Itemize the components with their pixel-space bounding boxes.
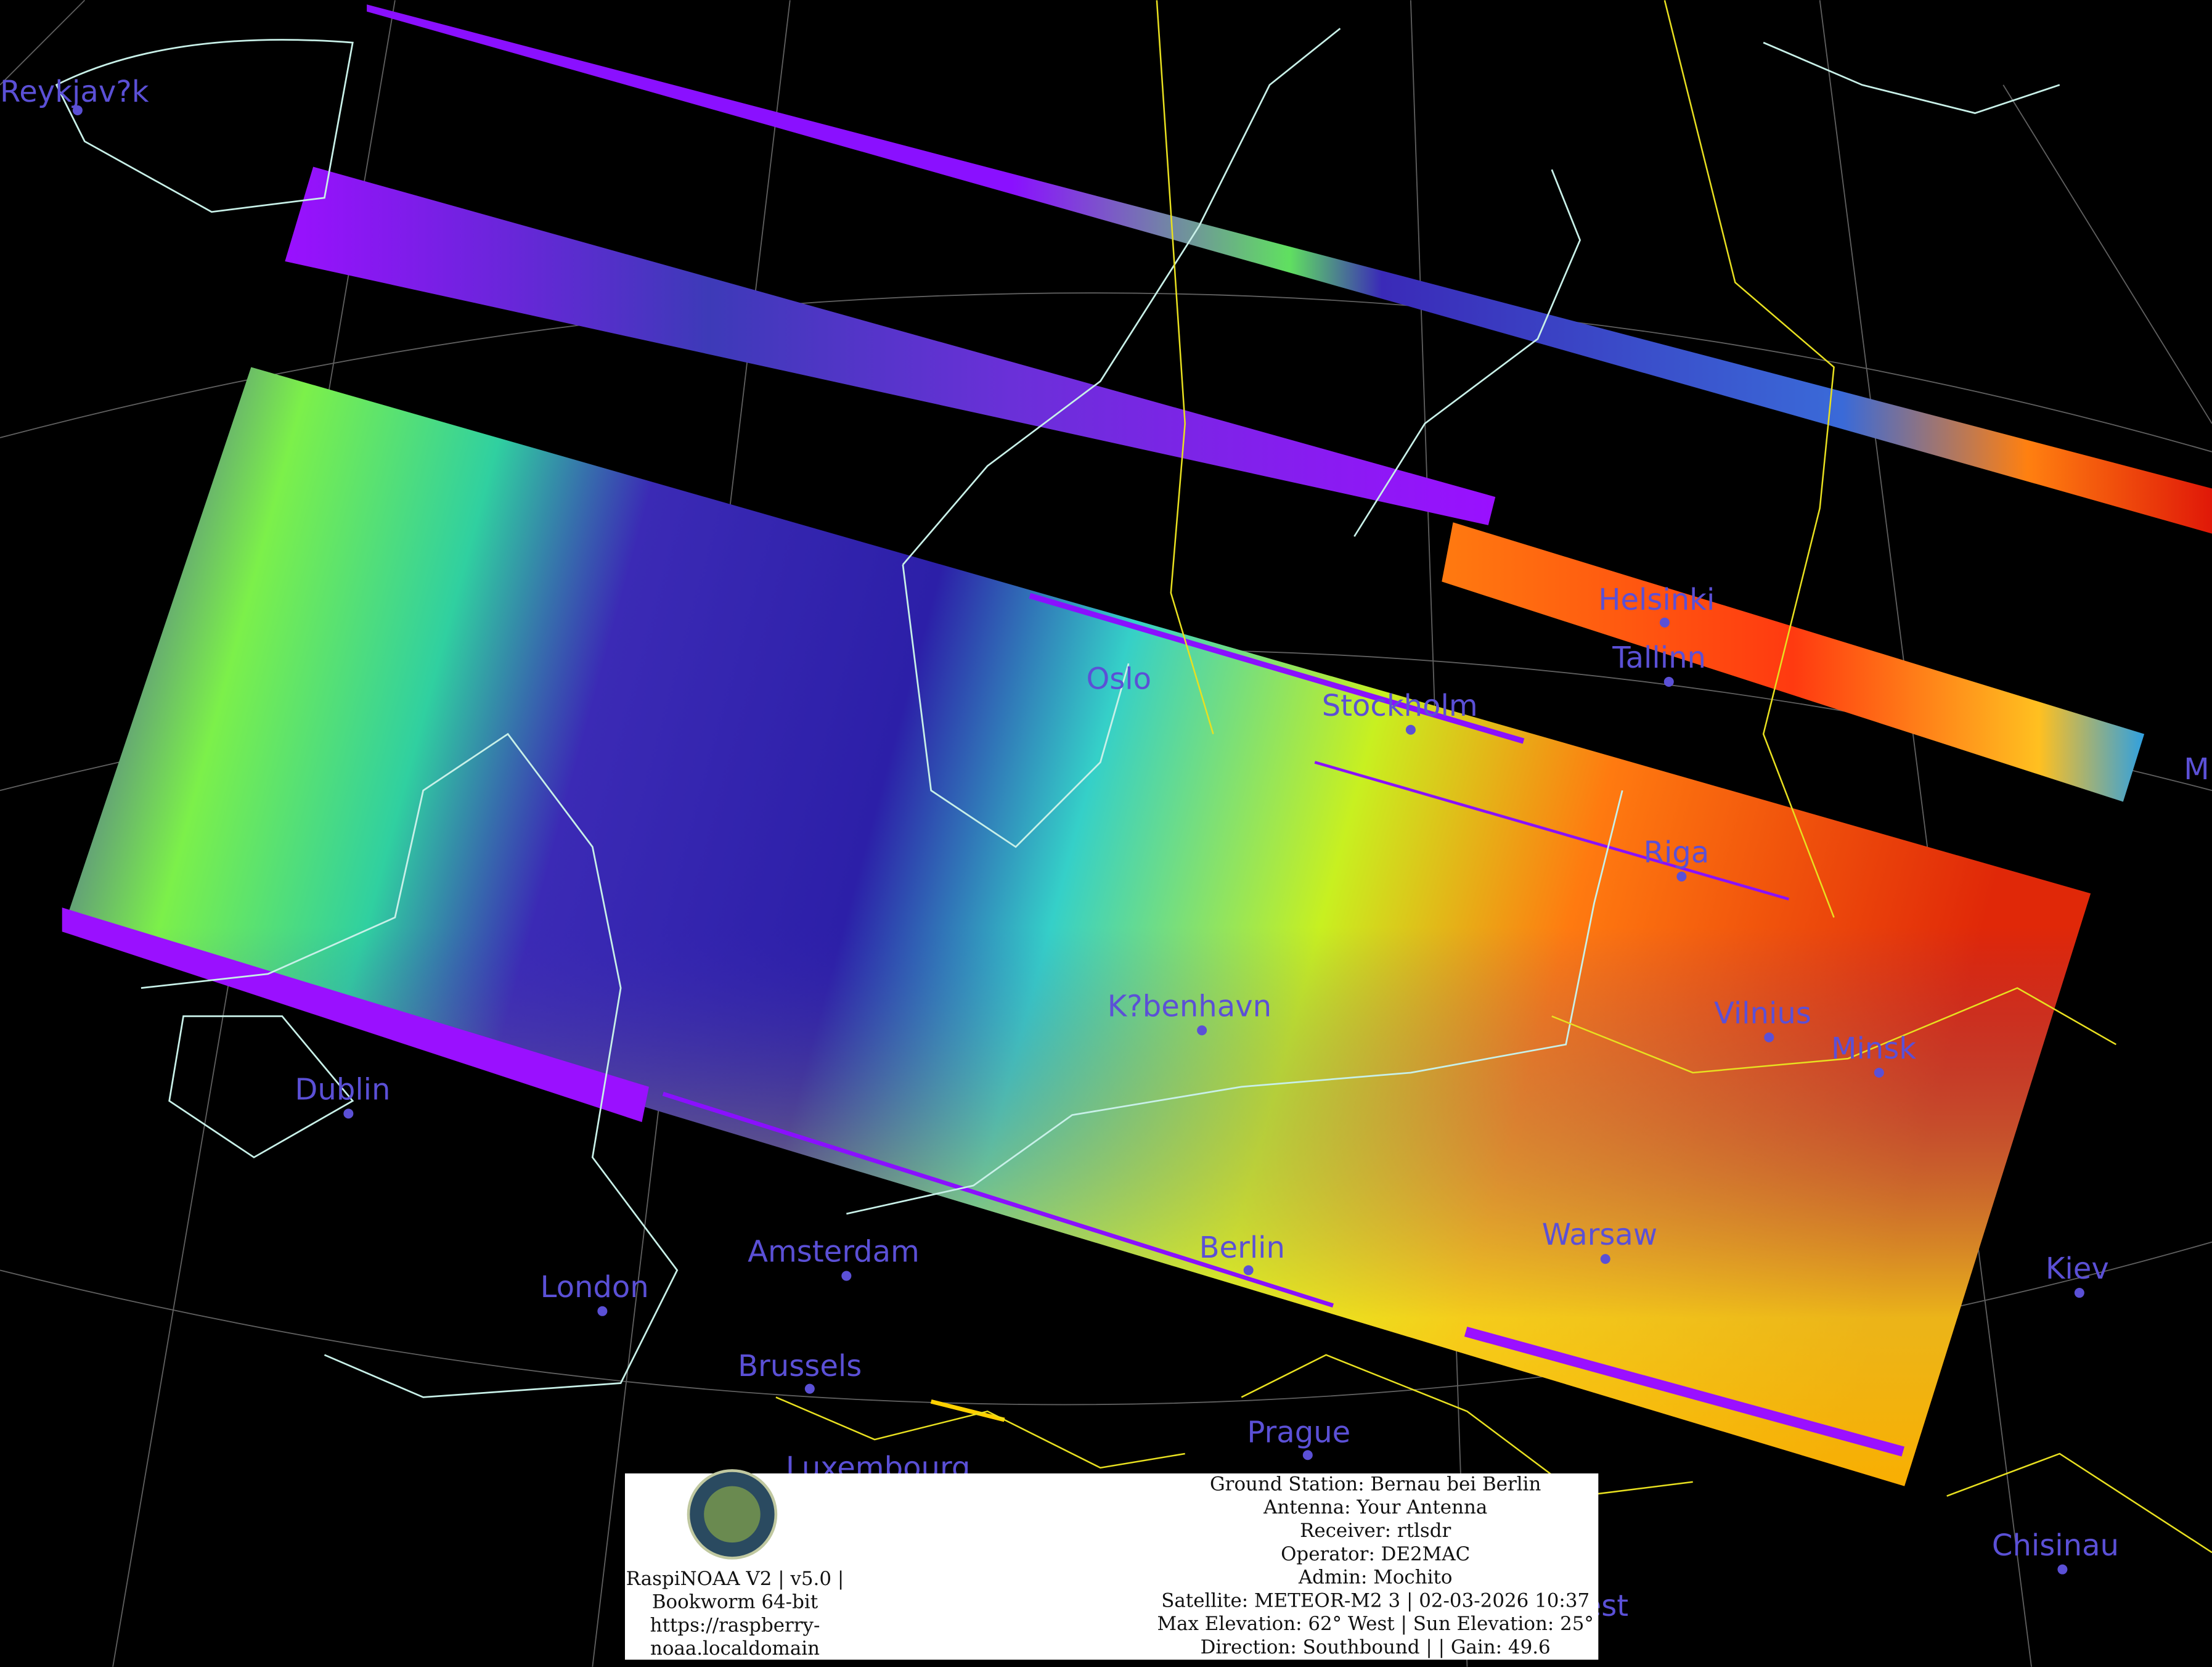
city-label: M [2184,752,2209,787]
city-label: Vilnius [1714,996,1811,1031]
city-dot [1663,676,1674,687]
swaths [62,4,2212,1486]
city-dot [72,105,83,115]
logo-globe [704,1486,761,1543]
city-dot [1874,1067,1884,1078]
city-dot [1197,1025,1207,1036]
city-label: Riga [1644,835,1710,870]
info-right-line: Receiver: rtlsdr [1300,1520,1451,1542]
city-dot [2074,1288,2084,1298]
city-dot [1600,1254,1610,1264]
city-label: Berlin [1199,1231,1285,1265]
city-label: London [541,1270,649,1305]
city-label: Dublin [295,1072,390,1107]
city-label: Warsaw [1542,1218,1657,1252]
city-label: Oslo [1086,661,1151,696]
city-label: Helsinki [1598,583,1715,617]
city-label: Minsk [1831,1031,1916,1066]
city-dot [1676,871,1687,882]
info-left-line: RaspiNOAA V2 | v5.0 | [626,1568,844,1590]
info-right-line: Operator: DE2MAC [1281,1543,1470,1565]
city-dot [1405,724,1416,735]
coastlines [55,28,2060,1398]
info-right-line: Satellite: METEOR-M2 3 | 02-03-2026 10:3… [1161,1589,1590,1612]
info-right-line: Ground Station: Bernau bei Berlin [1210,1473,1541,1495]
city-label: Brussels [738,1349,862,1383]
city-dot [597,1306,608,1316]
info-right-line: Direction: Southbound | | Gain: 49.6 [1201,1636,1551,1658]
city-label: Amsterdam [748,1235,920,1269]
city-dot [2057,1564,2068,1575]
city-label: Kiev [2046,1251,2109,1286]
info-right-line: Admin: Mochito [1298,1567,1453,1589]
city-label: Tallinn [1612,641,1706,675]
info-box: RaspiNOAA V2 | v5.0 |Bookworm 64-bithttp… [624,1469,1599,1660]
info-left-line: https://raspberry- [650,1614,820,1636]
city-label: K?benhavn [1108,989,1271,1023]
city-dot [343,1108,354,1119]
city-label: Reykjav?k [0,75,149,109]
info-right-line: Max Elevation: 62° West | Sun Elevation:… [1157,1613,1593,1635]
city-label: Stockholm [1322,689,1478,723]
city-dot [1243,1265,1254,1276]
info-left-line: noaa.localdomain [650,1637,820,1660]
info-box-background [624,1473,1599,1660]
city-dot [1659,617,1670,628]
city-dot [841,1271,852,1281]
info-left-line: Bookworm 64-bit [652,1591,818,1613]
borders [775,0,2212,1554]
info-right-line: Antenna: Your Antenna [1263,1496,1487,1518]
city-dot [1764,1032,1774,1042]
city-label: Prague [1247,1415,1350,1450]
city-dot [1302,1450,1313,1460]
city-dot [804,1383,815,1394]
city-label: Chisinau [1992,1528,2119,1563]
